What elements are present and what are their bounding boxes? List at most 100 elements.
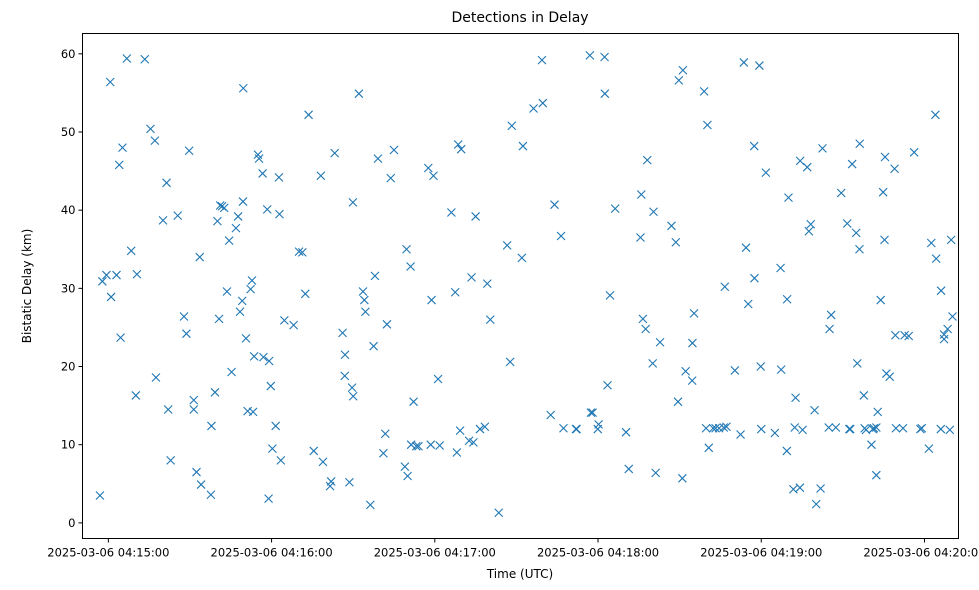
data-point: [876, 295, 886, 305]
data-point: [636, 190, 646, 199]
data-point: [572, 424, 581, 434]
data-point: [435, 441, 445, 450]
data-point: [195, 252, 205, 262]
data-point: [106, 292, 116, 302]
data-point: [158, 215, 168, 225]
data-point: [703, 120, 712, 130]
data-point: [824, 423, 834, 432]
data-point: [806, 219, 816, 229]
data-point: [348, 391, 358, 401]
data-point: [102, 270, 111, 280]
data-point: [365, 500, 375, 510]
data-point: [304, 110, 313, 120]
data-point: [213, 216, 222, 226]
data-point: [114, 160, 124, 170]
data-point: [621, 427, 631, 437]
data-point: [382, 319, 392, 329]
data-point: [678, 65, 688, 75]
data-point: [719, 423, 729, 432]
data-point: [182, 329, 191, 339]
data-point: [749, 141, 759, 151]
data-point: [605, 290, 615, 300]
data-point: [831, 423, 841, 432]
data-point: [594, 419, 603, 429]
data-point: [316, 171, 326, 181]
data-point: [871, 470, 881, 480]
data-point: [95, 491, 105, 500]
data-point: [140, 54, 150, 64]
data-point: [502, 240, 512, 250]
data-point: [150, 136, 160, 145]
data-point: [945, 425, 955, 435]
data-point: [238, 197, 248, 206]
data-point: [926, 238, 936, 248]
data-point: [741, 243, 751, 253]
data-point: [624, 464, 634, 474]
data-point: [720, 282, 730, 292]
data-point: [518, 141, 528, 151]
data-point: [403, 471, 412, 481]
data-point: [373, 154, 383, 163]
data-point: [730, 366, 740, 375]
data-point: [936, 286, 946, 296]
chart-title: Detections in Delay: [451, 10, 588, 26]
data-point: [163, 405, 173, 414]
data-point: [505, 357, 515, 367]
data-points: [95, 50, 957, 518]
data-point: [847, 159, 857, 169]
data-point: [674, 76, 684, 85]
data-point: [810, 405, 819, 415]
data-point: [648, 359, 658, 368]
plot-area: [82, 33, 959, 539]
data-point: [378, 448, 388, 458]
data-point: [330, 148, 340, 158]
data-point: [790, 423, 800, 432]
data-point: [936, 424, 946, 434]
data-point: [452, 448, 462, 457]
data-point: [126, 246, 136, 256]
data-point: [386, 173, 396, 183]
data-point: [795, 483, 805, 493]
data-point: [264, 356, 274, 366]
data-point: [259, 352, 268, 362]
data-point: [358, 287, 368, 296]
x-tick-label: 2025-03-06 04:15:00: [47, 546, 169, 560]
data-point: [214, 314, 224, 324]
data-point: [359, 295, 369, 305]
data-point: [556, 231, 566, 241]
data-point: [754, 61, 764, 70]
data-point: [274, 172, 284, 182]
data-point: [600, 89, 610, 99]
data-point: [262, 205, 272, 214]
data-point: [469, 437, 478, 447]
data-point: [219, 203, 229, 213]
data-point: [852, 359, 862, 368]
data-point: [338, 328, 347, 338]
data-point: [344, 477, 354, 487]
data-point: [146, 124, 155, 134]
data-point: [804, 226, 814, 236]
data-point: [354, 89, 364, 99]
data-point: [258, 169, 267, 178]
data-point: [227, 367, 236, 377]
data-point: [867, 440, 876, 450]
data-point: [347, 383, 357, 393]
data-point: [207, 421, 216, 431]
data-point: [641, 324, 651, 334]
data-point: [782, 446, 792, 456]
data-point: [878, 187, 888, 197]
data-point: [433, 374, 443, 384]
data-point: [776, 365, 786, 375]
data-point: [681, 366, 691, 376]
y-tick-label: 20: [61, 360, 76, 374]
data-point: [467, 273, 476, 282]
data-point: [222, 287, 232, 296]
data-point: [855, 244, 864, 254]
data-point: [711, 423, 720, 433]
data-point: [427, 295, 436, 305]
data-point: [770, 428, 780, 438]
y-tick-label: 40: [61, 203, 76, 217]
data-point: [948, 312, 957, 321]
data-point: [743, 299, 753, 309]
